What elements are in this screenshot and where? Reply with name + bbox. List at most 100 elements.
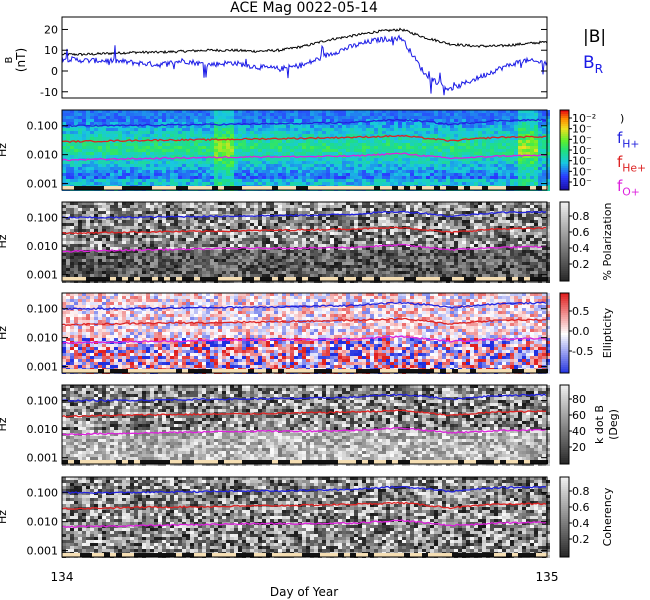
heat-cell <box>438 146 442 149</box>
heat-cell <box>98 220 102 223</box>
heat-cell <box>114 262 118 265</box>
heat-cell <box>86 173 90 176</box>
heat-cell <box>286 217 290 220</box>
heat-cell <box>494 164 498 167</box>
heat-cell <box>326 134 330 137</box>
heat-cell <box>130 259 134 262</box>
heat-cell <box>146 217 150 220</box>
heat-cell <box>366 152 370 155</box>
heat-cell <box>206 217 210 220</box>
heat-cell <box>186 137 190 140</box>
heat-cell <box>74 137 78 140</box>
heat-cell <box>94 202 98 205</box>
heat-cell <box>214 235 218 238</box>
heat-cell <box>178 152 182 155</box>
heat-cell <box>78 232 82 235</box>
heat-cell <box>226 164 230 167</box>
heat-cell <box>470 176 474 179</box>
heat-cell <box>170 268 174 271</box>
heat-cell <box>114 116 118 119</box>
heat-cell <box>270 226 274 229</box>
heat-cell <box>310 170 314 173</box>
heat-cell <box>246 220 250 223</box>
heat-cell <box>118 134 122 137</box>
heat-cell <box>106 202 110 205</box>
heat-cell <box>262 110 266 113</box>
colorbar-cell <box>560 174 569 177</box>
heat-cell <box>226 110 230 113</box>
heat-cell <box>118 161 122 164</box>
heat-cell <box>242 202 246 205</box>
heat-cell <box>330 152 334 155</box>
heat-cell <box>114 232 118 235</box>
heat-cell <box>542 116 546 119</box>
heat-cell <box>82 247 86 250</box>
heat-cell <box>278 232 282 235</box>
heat-cell <box>478 173 482 176</box>
heat-cell <box>482 125 486 128</box>
heat-cell <box>182 122 186 125</box>
heat-cell <box>162 274 166 277</box>
heat-cell <box>138 149 142 152</box>
heat-cell <box>254 241 258 244</box>
heat-cell <box>134 235 138 238</box>
heat-cell <box>262 208 266 211</box>
heat-cell <box>250 208 254 211</box>
heat-cell <box>498 146 502 149</box>
heat-cell <box>170 211 174 214</box>
heat-cell <box>130 220 134 223</box>
heat-cell <box>454 110 458 113</box>
heat-cell <box>470 149 474 152</box>
heat-cell <box>62 271 66 274</box>
heat-cell <box>334 149 338 152</box>
heat-cell <box>546 122 550 125</box>
heat-cell <box>106 179 110 182</box>
heat-cell <box>354 110 358 113</box>
heat-cell <box>150 161 154 164</box>
heat-cell <box>186 208 190 211</box>
heat-cell <box>446 110 450 113</box>
heat-cell <box>330 140 334 143</box>
heat-cell <box>130 131 134 134</box>
heat-cell <box>262 274 266 277</box>
heat-cell <box>150 235 154 238</box>
heat-cell <box>538 173 542 176</box>
heat-cell <box>142 268 146 271</box>
heat-cell <box>142 262 146 265</box>
heat-cell <box>466 110 470 113</box>
heat-cell <box>242 274 246 277</box>
heat-cell <box>270 274 274 277</box>
heat-cell <box>114 173 118 176</box>
heat-cell <box>202 262 206 265</box>
heat-cell <box>390 110 394 113</box>
heat-cell <box>414 116 418 119</box>
heat-cell <box>158 170 162 173</box>
heat-cell <box>130 158 134 161</box>
heat-cell <box>166 214 170 217</box>
heat-cell <box>182 238 186 241</box>
heat-cell <box>86 247 90 250</box>
heat-cell <box>402 176 406 179</box>
heat-cell <box>130 262 134 265</box>
heat-cell <box>66 211 70 214</box>
heat-cell <box>262 202 266 205</box>
heat-cell <box>174 223 178 226</box>
heat-cell <box>218 253 222 256</box>
heat-cell <box>98 232 102 235</box>
heat-cell <box>330 131 334 134</box>
heat-cell <box>142 167 146 170</box>
heat-cell <box>78 125 82 128</box>
heat-cell <box>142 137 146 140</box>
heat-cell <box>218 226 222 229</box>
flag-strip <box>158 186 164 190</box>
heat-cell <box>538 152 542 155</box>
heat-cell <box>510 161 514 164</box>
heat-cell <box>262 179 266 182</box>
heat-cell <box>542 176 546 179</box>
heat-cell <box>134 241 138 244</box>
colorbar-cell <box>560 170 569 173</box>
heat-cell <box>194 116 198 119</box>
heat-cell <box>210 143 214 146</box>
heat-cell <box>446 116 450 119</box>
heat-cell <box>382 182 386 185</box>
